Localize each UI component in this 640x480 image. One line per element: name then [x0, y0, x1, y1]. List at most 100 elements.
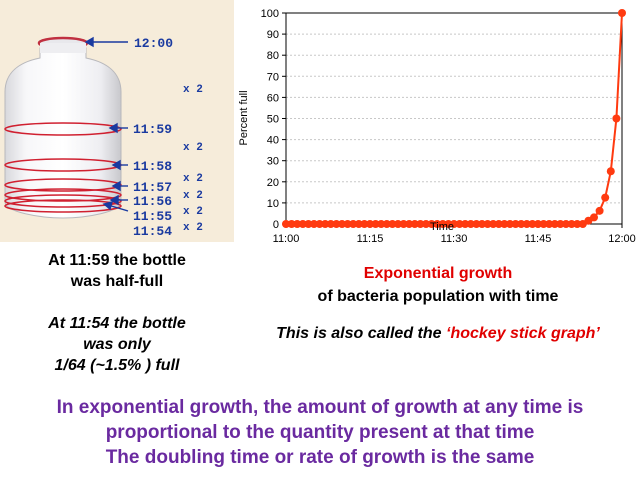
data-point [539, 220, 548, 228]
data-point [483, 220, 492, 228]
caption-line: 1/64 (~1.5% ) full [54, 357, 180, 374]
series-points [282, 9, 626, 228]
y-tick-label: 80 [267, 50, 279, 62]
y-tick-label: 20 [267, 177, 279, 189]
data-point [394, 220, 402, 228]
time-label: 11:56 [133, 194, 172, 209]
bottle-neck [40, 43, 86, 53]
data-point [332, 220, 341, 228]
time-label: 11:59 [133, 122, 172, 137]
hockey-quote: ‘hockey stick graph’ [446, 325, 600, 342]
data-point [282, 220, 290, 228]
y-tick-label: 70 [267, 71, 279, 83]
multiplier-label: x 2 [183, 190, 203, 202]
summary-text: In exponential growth, the amount of gro… [0, 395, 640, 470]
bottle-diagram: 12:00 11:59 11:58 11:57 11:56 11:55 11:5… [4, 36, 203, 239]
data-point [522, 220, 531, 228]
data-point [422, 220, 430, 228]
y-tick-label: 40 [267, 135, 279, 147]
time-label: 11:54 [133, 224, 172, 239]
data-point [304, 220, 313, 228]
data-point [450, 220, 458, 228]
y-tick-label: 60 [267, 92, 279, 104]
hockey-stick-note: This is also called the ‘hockey stick gr… [236, 325, 640, 343]
data-point [444, 220, 453, 228]
caption-line: was only [83, 336, 151, 353]
data-point [321, 220, 330, 228]
x-tick-label: 12:00 [608, 233, 636, 245]
data-point [517, 220, 526, 228]
data-point [573, 220, 582, 228]
time-label: 12:00 [134, 36, 173, 51]
data-point [354, 220, 363, 228]
data-point [472, 220, 481, 228]
data-point [377, 220, 386, 228]
data-point [556, 220, 565, 228]
data-point [293, 220, 302, 228]
data-point [349, 220, 358, 228]
data-point [326, 220, 335, 228]
data-point [461, 220, 470, 228]
data-point [506, 220, 514, 228]
data-point [287, 220, 296, 228]
ring-1156 [4, 188, 122, 202]
data-point [338, 220, 346, 228]
bottle-caption: At 11:59 the bottle was half-full [0, 250, 234, 292]
y-axis-label: Percent full [238, 90, 250, 145]
data-point [595, 206, 604, 215]
y-tick-label: 10 [267, 198, 279, 210]
x-tick-label: 11:45 [525, 233, 552, 245]
data-point [366, 220, 374, 228]
ring-1157 [4, 178, 122, 192]
data-point [455, 220, 464, 228]
y-tick-label: 0 [273, 219, 279, 231]
x-axis-label: Time [430, 221, 454, 233]
data-point [500, 220, 509, 228]
ring-1159 [4, 122, 122, 136]
multiplier-label: x 2 [183, 206, 203, 218]
multiplier-label: x 2 [183, 173, 203, 185]
data-point [489, 220, 498, 228]
data-point [360, 220, 369, 228]
data-point [562, 220, 570, 228]
summary-line: proportional to the quantity present at … [105, 422, 535, 443]
data-point [298, 220, 307, 228]
data-point [315, 220, 324, 228]
multiplier-label: x 2 [183, 222, 203, 234]
data-point [618, 9, 626, 17]
x-tick-label: 11:30 [441, 233, 468, 245]
data-point [478, 220, 486, 228]
y-tick-label: 90 [267, 29, 279, 41]
data-point [310, 220, 318, 228]
bottle-caption-italic: At 11:54 the bottle was only 1/64 (~1.5%… [0, 313, 234, 376]
data-point [427, 220, 436, 228]
summary-line: The doubling time or rate of growth is t… [105, 447, 535, 468]
ring-1155 [4, 194, 122, 208]
data-point [494, 220, 503, 228]
x-tick-labels: 11:00 11:15 11:30 11:45 12:00 [273, 233, 636, 245]
grid [286, 12, 622, 204]
data-point [416, 220, 425, 228]
chart-title: Exponential growth [363, 265, 513, 282]
data-point [511, 220, 520, 228]
data-point [567, 220, 576, 228]
data-point [545, 220, 554, 228]
chart-subtitle: of bacteria population with time [317, 288, 559, 305]
time-label: 11:57 [133, 180, 172, 195]
data-point [534, 220, 542, 228]
data-point [606, 167, 615, 176]
bottle-body [4, 47, 122, 219]
data-point [382, 220, 391, 228]
ring-1154 [4, 199, 122, 213]
data-point [590, 213, 598, 222]
data-point [399, 220, 408, 228]
data-point [371, 220, 380, 228]
time-label: 11:58 [133, 159, 172, 174]
caption-line: At 11:54 the bottle [48, 315, 186, 332]
axes [282, 12, 623, 228]
data-point [550, 220, 559, 228]
y-tick-label: 50 [267, 114, 279, 126]
data-point [601, 193, 610, 202]
x-tick-label: 11:00 [273, 233, 300, 245]
data-point [405, 220, 414, 228]
